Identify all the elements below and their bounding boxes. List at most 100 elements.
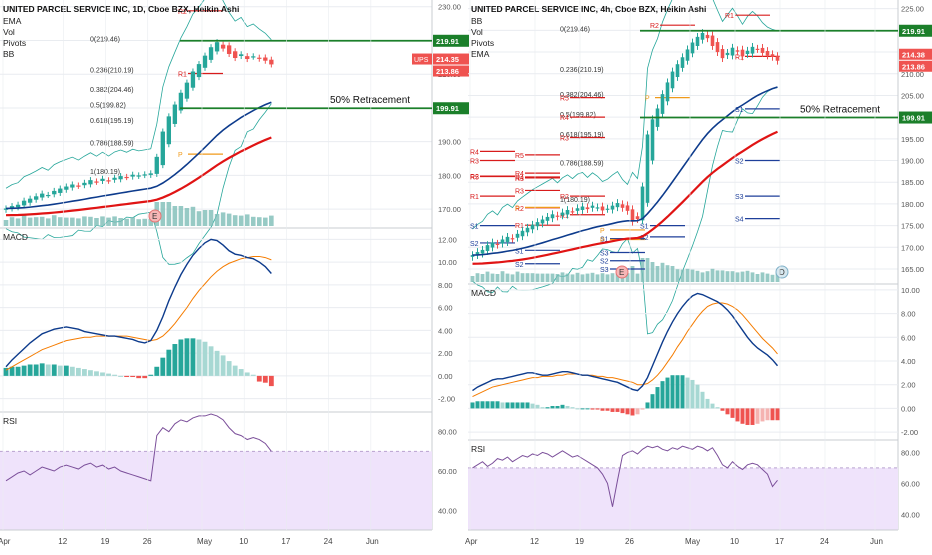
- macd-histogram-bar: [160, 357, 166, 376]
- candle-body: [640, 186, 645, 221]
- macd-histogram-bar: [725, 408, 730, 415]
- chart-title: UNITED PARCEL SERVICE INC, 1D, Cboe BZX,…: [3, 4, 239, 14]
- candle-body: [470, 255, 475, 257]
- volume-bar: [9, 217, 15, 226]
- candle-body: [40, 193, 45, 198]
- x-tick-label: Apr: [465, 537, 478, 546]
- volume-bar: [269, 215, 274, 226]
- macd-histogram-bar: [655, 387, 660, 409]
- candle-body: [495, 243, 500, 246]
- candle-body: [755, 48, 760, 51]
- macd-histogram-bar: [750, 408, 755, 425]
- volume-bar: [615, 273, 620, 282]
- volume-bar: [94, 218, 99, 226]
- candle-body: [680, 57, 685, 68]
- candle-body: [76, 185, 81, 187]
- volume-bar: [244, 214, 250, 226]
- candle-body: [710, 35, 715, 46]
- volume-bar: [575, 272, 580, 282]
- price-tick-label: 195.00: [901, 135, 924, 144]
- candle-body: [615, 203, 620, 208]
- volume-bar: [745, 270, 750, 282]
- green-level-badge: [899, 111, 932, 124]
- volume-bar: [535, 273, 540, 282]
- volume-bar: [100, 216, 105, 226]
- volume-bar: [725, 271, 730, 282]
- macd-histogram-bar: [605, 408, 610, 411]
- candle-body: [685, 49, 690, 61]
- macd-histogram-bar: [184, 338, 190, 376]
- macd-histogram-bar: [620, 408, 625, 414]
- macd-histogram-bar: [705, 398, 710, 409]
- volume-bar: [560, 272, 565, 282]
- macd-tick-label: 4.00: [438, 326, 453, 335]
- price-tick-label: 165.00: [901, 265, 924, 274]
- volume-bar: [700, 272, 705, 282]
- price-tick-label: 170.00: [901, 243, 924, 252]
- fib-label: 1(180.19): [90, 169, 120, 176]
- candle-body: [695, 36, 700, 46]
- candle-body: [94, 181, 99, 183]
- volume-bar: [238, 215, 244, 226]
- macd-histogram-bar: [755, 408, 760, 424]
- macd-histogram-bar: [525, 402, 530, 409]
- macd-histogram-bar: [154, 366, 160, 376]
- macd-histogram-bar: [208, 346, 214, 376]
- candle-body: [263, 57, 268, 61]
- volume-bar: [490, 273, 495, 282]
- macd-histogram-bar: [640, 408, 645, 410]
- volume-bar: [166, 202, 172, 226]
- indicator-label: EMA: [471, 49, 490, 59]
- macd-tick-label: 2.00: [438, 349, 453, 358]
- macd-histogram-bar: [560, 404, 565, 409]
- candle-body: [760, 47, 765, 53]
- candle-body: [52, 190, 57, 195]
- volume-bar: [665, 265, 670, 282]
- panel-left: 170.00180.00190.00200.00210.00220.00230.…: [0, 0, 469, 546]
- candle-body: [720, 49, 725, 59]
- macd-histogram-bar: [510, 402, 515, 409]
- macd-tick-label: 4.00: [901, 357, 916, 366]
- volume-bar: [625, 273, 630, 282]
- pivot-label: P: [178, 152, 183, 159]
- macd-histogram-bar: [740, 408, 745, 424]
- event-badge-label: E: [152, 212, 157, 221]
- macd-histogram-bar: [81, 369, 87, 376]
- candle-body: [705, 34, 710, 39]
- macd-histogram-bar: [172, 344, 178, 376]
- volume-bar: [475, 273, 480, 282]
- price-tick-label: 210.00: [901, 70, 924, 79]
- macd-histogram-bar: [770, 408, 775, 421]
- fib-label: 0.618(195.19): [90, 118, 134, 125]
- volume-bar: [45, 218, 51, 226]
- candle-body: [82, 182, 87, 186]
- macd-histogram-bar: [595, 408, 600, 410]
- volume-bar: [545, 273, 550, 282]
- candle-body: [118, 176, 123, 180]
- macd-histogram-bar: [100, 372, 105, 376]
- pivot-label: S1: [735, 107, 744, 114]
- candle-body: [475, 252, 480, 256]
- macd-histogram-bar: [148, 374, 154, 376]
- fib-label: 1(180.19): [560, 197, 590, 204]
- macd-histogram-bar: [69, 366, 75, 376]
- macd-histogram-bar: [166, 349, 172, 376]
- volume-bar: [51, 215, 57, 226]
- indicator-label: EMA: [3, 16, 22, 26]
- candle-body: [625, 205, 630, 211]
- macd-histogram-bar: [530, 403, 535, 409]
- candle-body: [70, 184, 75, 188]
- price-tick-label: 185.00: [901, 178, 924, 187]
- x-tick-label: Jun: [366, 537, 379, 546]
- candle-body: [202, 55, 208, 68]
- retracement-annotation: 50% Retracement: [800, 105, 880, 116]
- last-price-label-2: 213.86: [436, 67, 459, 76]
- pivot-label: R4: [470, 149, 479, 156]
- candle-body: [555, 215, 560, 217]
- candle-body: [46, 194, 51, 197]
- rsi-line: [472, 445, 778, 507]
- macd-histogram-bar: [88, 370, 93, 376]
- candle-body: [505, 236, 510, 243]
- volume-bar: [76, 218, 81, 226]
- volume-bar: [82, 216, 87, 226]
